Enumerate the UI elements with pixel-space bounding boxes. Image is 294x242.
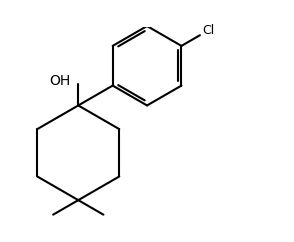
Text: Cl: Cl <box>141 0 153 1</box>
Text: OH: OH <box>49 74 71 88</box>
Text: Cl: Cl <box>203 24 215 37</box>
